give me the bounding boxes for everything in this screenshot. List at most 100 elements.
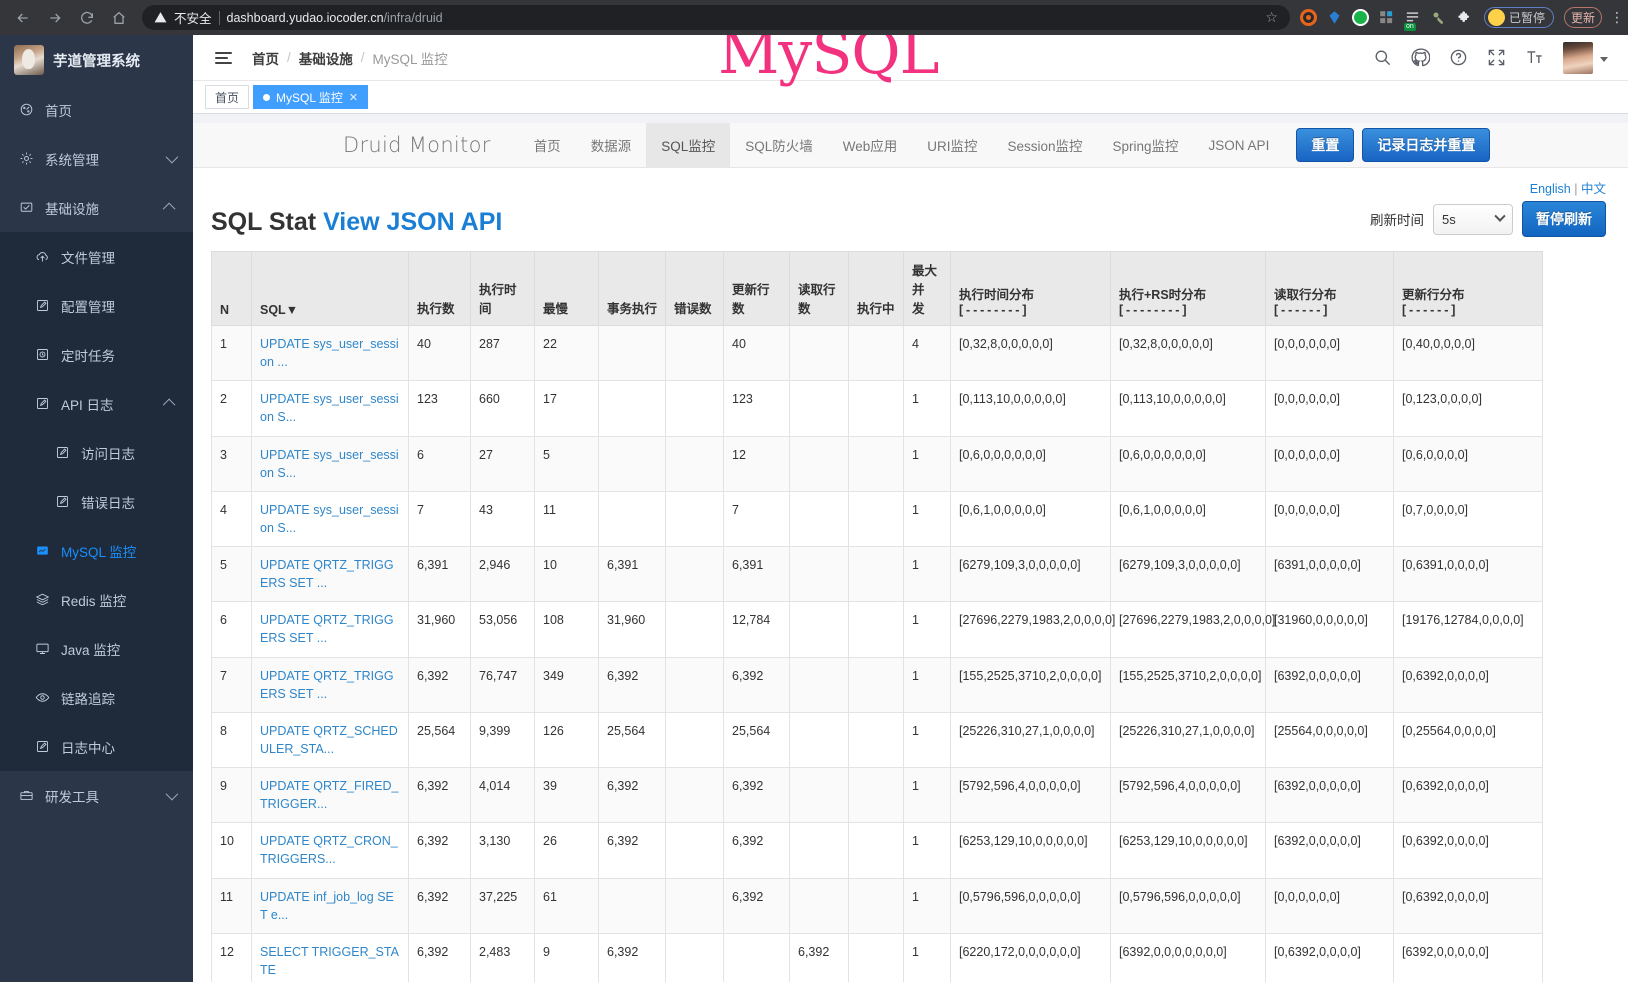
table-header-ing[interactable]: 执行中 bbox=[848, 251, 904, 326]
lang-chinese-link[interactable]: 中文 bbox=[1580, 182, 1606, 196]
table-header-d3[interactable]: 读取行分布[ - - - - - - ] bbox=[1265, 251, 1394, 326]
back-button[interactable] bbox=[8, 3, 38, 33]
druid-nav-3[interactable]: SQL防火墙 bbox=[730, 123, 828, 167]
sql-link[interactable]: UPDATE sys_user_session S... bbox=[260, 502, 399, 535]
table-row[interactable]: 4 UPDATE sys_user_session S... 7 43 11 7 1 [0,6… bbox=[211, 490, 1543, 548]
chevron-down-icon[interactable] bbox=[1600, 56, 1608, 62]
table-row[interactable]: 10 UPDATE QRTZ_CRON_TRIGGERS... 6,392 3,130… bbox=[211, 822, 1543, 879]
table-header-d4[interactable]: 更新行分布[ - - - - - - ] bbox=[1393, 251, 1543, 326]
sql-link[interactable]: UPDATE inf_job_log SET e... bbox=[260, 889, 394, 922]
druid-nav-7[interactable]: Spring监控 bbox=[1098, 123, 1194, 167]
table-header-upd[interactable]: 更新行数 bbox=[723, 251, 790, 326]
table-header-d1[interactable]: 执行时间分布[ - - - - - - - - ] bbox=[950, 251, 1111, 326]
table-header-slow[interactable]: 最慢 bbox=[534, 251, 599, 326]
sidebar-item-12[interactable]: 链路追踪 bbox=[0, 673, 193, 722]
font-size-icon[interactable] bbox=[1525, 48, 1544, 67]
druid-nav-4[interactable]: Web应用 bbox=[828, 123, 913, 167]
extension-green-check-icon[interactable] bbox=[1350, 7, 1372, 29]
search-icon[interactable] bbox=[1373, 48, 1392, 67]
profile-paused-pill[interactable]: 已暂停 bbox=[1483, 7, 1554, 28]
view-tab-home[interactable]: 首页 bbox=[205, 85, 250, 109]
breadcrumb-item-0[interactable]: 首页 bbox=[252, 51, 279, 67]
forward-button[interactable] bbox=[40, 3, 70, 33]
table-row[interactable]: 6 UPDATE QRTZ_TRIGGERS SET ... 31,960 53,05… bbox=[211, 601, 1543, 658]
sidebar-item-7[interactable]: 访问日志 bbox=[0, 428, 193, 477]
sidebar-item-1[interactable]: 系统管理 bbox=[0, 134, 193, 183]
table-row[interactable]: 2 UPDATE sys_user_session S... 123 660 17 123… bbox=[211, 380, 1543, 437]
extensions-puzzle-icon[interactable] bbox=[1454, 7, 1476, 29]
table-header-time[interactable]: 执行时间 bbox=[470, 251, 535, 326]
sql-link[interactable]: UPDATE QRTZ_TRIGGERS SET ... bbox=[260, 613, 394, 646]
table-row[interactable]: 12 SELECT TRIGGER_STATE 6,392 2,483 9 6,392 6,… bbox=[211, 932, 1543, 982]
table-header-n[interactable]: N bbox=[211, 251, 252, 326]
avatar[interactable] bbox=[1563, 41, 1593, 74]
table-row[interactable]: 11 UPDATE inf_job_log SET e... 6,392 37,225… bbox=[211, 877, 1543, 934]
address-bar[interactable]: 不安全 dashboard.yudao.iocoder.cn/infra/dru… bbox=[142, 5, 1290, 30]
lang-english-link[interactable]: English bbox=[1529, 182, 1571, 196]
sidebar-item-10[interactable]: Redis 监控 bbox=[0, 575, 193, 624]
table-row[interactable]: 1 UPDATE sys_user_session ... 40 287 22 40 4 [0… bbox=[211, 324, 1543, 382]
sidebar-logo[interactable]: 芋道管理系统 bbox=[0, 35, 193, 85]
extension-list-icon[interactable]: on bbox=[1402, 7, 1424, 31]
update-button[interactable]: 更新 bbox=[1563, 7, 1602, 28]
sql-link[interactable]: UPDATE QRTZ_SCHEDULER_STA... bbox=[260, 723, 398, 756]
table-header-err[interactable]: 错误数 bbox=[665, 251, 724, 326]
sql-link[interactable]: UPDATE QRTZ_CRON_TRIGGERS... bbox=[260, 834, 398, 867]
help-icon[interactable] bbox=[1449, 48, 1468, 67]
table-row[interactable]: 8 UPDATE QRTZ_SCHEDULER_STA... 25,564 9,399… bbox=[211, 711, 1543, 769]
table-header-conc[interactable]: 最大并发 bbox=[903, 251, 951, 326]
druid-nav-2[interactable]: SQL监控 bbox=[646, 123, 731, 167]
sidebar-toggle-icon[interactable] bbox=[215, 51, 232, 64]
reload-button[interactable] bbox=[72, 3, 102, 33]
sidebar-item-9[interactable]: MySQL 监控 bbox=[0, 526, 193, 575]
sidebar-item-3[interactable]: 文件管理 bbox=[0, 232, 193, 281]
pause-refresh-button[interactable]: 暂停刷新 bbox=[1522, 201, 1606, 237]
bookmark-star-icon[interactable]: ☆ bbox=[1265, 9, 1278, 25]
table-row[interactable]: 7 UPDATE QRTZ_TRIGGERS SET ... 6,392 76,747… bbox=[211, 656, 1543, 713]
reset-button[interactable]: 重置 bbox=[1296, 128, 1355, 162]
table-row[interactable]: 9 UPDATE QRTZ_FIRED_TRIGGER... 6,392 4,014 3… bbox=[211, 766, 1543, 824]
chrome-menu-icon[interactable]: ⋮ bbox=[1610, 9, 1624, 25]
breadcrumb-item-1[interactable]: 基础设施 bbox=[298, 51, 353, 67]
extension-grid-icon[interactable] bbox=[1376, 7, 1398, 29]
extension-orange-icon[interactable] bbox=[1298, 7, 1320, 29]
table-header-tx[interactable]: 事务执行 bbox=[598, 251, 666, 326]
sidebar-item-11[interactable]: Java 监控 bbox=[0, 624, 193, 673]
druid-nav-0[interactable]: 首页 bbox=[519, 123, 576, 167]
table-header-sql[interactable]: SQL▼ bbox=[251, 251, 409, 326]
sql-link[interactable]: UPDATE sys_user_session ... bbox=[260, 337, 399, 370]
sql-link[interactable]: UPDATE sys_user_session S... bbox=[260, 392, 399, 425]
extension-diamond-icon[interactable] bbox=[1324, 7, 1346, 29]
sidebar-item-14[interactable]: 研发工具 bbox=[0, 771, 193, 820]
table-header-exec[interactable]: 执行数 bbox=[408, 251, 471, 326]
table-row[interactable]: 5 UPDATE QRTZ_TRIGGERS SET ... 6,391 2,946 1… bbox=[211, 545, 1543, 603]
druid-nav-8[interactable]: JSON API bbox=[1194, 123, 1285, 167]
view-json-api-link[interactable]: View JSON API bbox=[323, 208, 503, 236]
table-header-d2[interactable]: 执行+RS时分布[ - - - - - - - - ] bbox=[1110, 251, 1266, 326]
sidebar-item-6[interactable]: API 日志 bbox=[0, 379, 193, 428]
log-and-reset-button[interactable]: 记录日志并重置 bbox=[1362, 128, 1491, 162]
close-icon[interactable]: ✕ bbox=[348, 91, 359, 104]
druid-nav-6[interactable]: Session监控 bbox=[992, 123, 1097, 167]
sidebar-item-5[interactable]: 定时任务 bbox=[0, 330, 193, 379]
extension-key-icon[interactable] bbox=[1428, 7, 1450, 29]
sql-link[interactable]: SELECT TRIGGER_STATE bbox=[260, 944, 399, 977]
table-row[interactable]: 3 UPDATE sys_user_session S... 6 27 5 12 1 [0,6… bbox=[211, 435, 1543, 492]
sidebar-item-13[interactable]: 日志中心 bbox=[0, 722, 193, 771]
table-header-read[interactable]: 读取行数 bbox=[789, 251, 849, 326]
home-button[interactable] bbox=[104, 3, 134, 33]
sidebar-item-4[interactable]: 配置管理 bbox=[0, 281, 193, 330]
druid-nav-1[interactable]: 数据源 bbox=[576, 123, 647, 167]
sql-link[interactable]: UPDATE QRTZ_TRIGGERS SET ... bbox=[260, 558, 394, 591]
sql-link[interactable]: UPDATE sys_user_session S... bbox=[260, 447, 399, 480]
sidebar-item-8[interactable]: 错误日志 bbox=[0, 477, 193, 526]
sidebar-item-0[interactable]: 首页 bbox=[0, 85, 193, 134]
fullscreen-icon[interactable] bbox=[1487, 48, 1506, 67]
sql-link[interactable]: UPDATE QRTZ_TRIGGERS SET ... bbox=[260, 668, 394, 701]
view-tab-mysql-monitor[interactable]: MySQL 监控 ✕ bbox=[253, 85, 369, 109]
sidebar-item-2[interactable]: 基础设施 bbox=[0, 183, 193, 232]
druid-nav-5[interactable]: URI监控 bbox=[912, 123, 992, 167]
refresh-interval-select[interactable]: 5s bbox=[1433, 203, 1513, 235]
druid-brand[interactable]: Druid Monitor bbox=[343, 133, 491, 157]
github-icon[interactable] bbox=[1411, 48, 1430, 67]
